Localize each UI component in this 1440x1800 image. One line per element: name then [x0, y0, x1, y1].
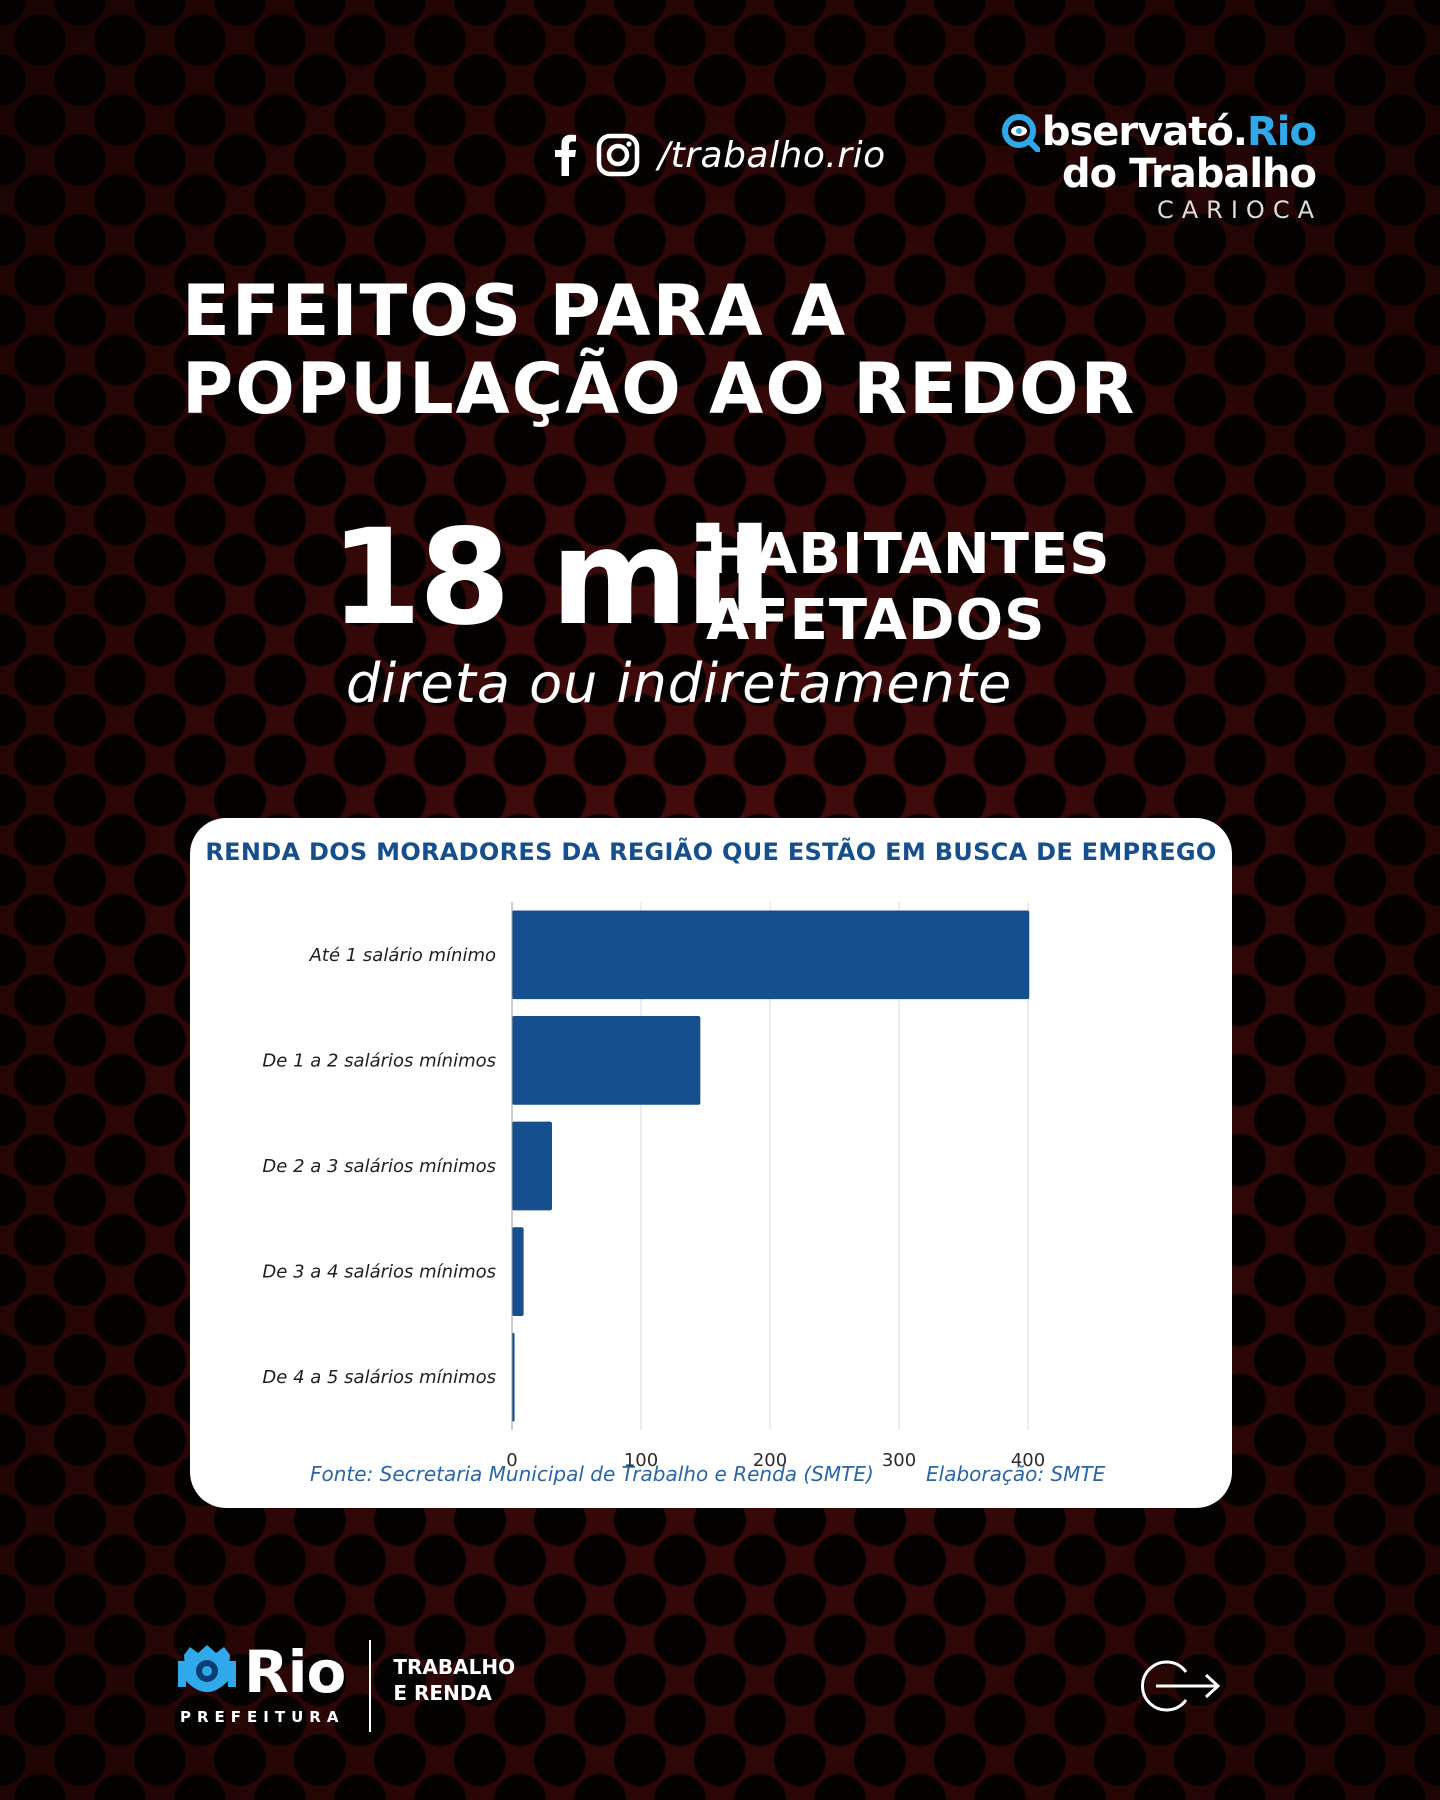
bar[interactable]	[512, 1332, 515, 1422]
x-tick-label: 100	[624, 1450, 658, 1471]
category-label: De 2 a 3 salários mínimos	[262, 1156, 496, 1177]
department-name: TRABALHO E RENDA	[393, 1654, 515, 1706]
logo-subtitle: PREFEITURA	[180, 1708, 345, 1726]
stat-label-line1: HABITANTES	[706, 522, 1111, 587]
facebook-icon[interactable]	[552, 134, 578, 176]
title-line2: POPULAÇÃO AO REDOR	[182, 348, 1137, 430]
observatorio-logo: bservató. Rio do Trabalho CARIOCA	[1000, 109, 1317, 224]
rio-logo: Rio PREFEITURA	[176, 1638, 346, 1726]
category-label: De 3 a 4 salários mínimos	[262, 1262, 496, 1283]
brand-name-rio: Rio	[1247, 109, 1317, 155]
brand-line2: do Trabalho	[1062, 151, 1317, 197]
brand-name-a: bservató.	[1041, 109, 1248, 155]
logo-word: Rio	[244, 1638, 346, 1706]
brand-line1: bservató. Rio	[1000, 109, 1317, 155]
category-label: Até 1 salário mínimo	[309, 945, 496, 966]
category-label: De 4 a 5 salários mínimos	[262, 1367, 496, 1388]
brand-line3: CARIOCA	[1157, 196, 1322, 224]
bar[interactable]	[512, 910, 1030, 1000]
x-tick-label: 300	[882, 1450, 916, 1471]
chart-source: Fonte: Secretaria Municipal de Trabalho …	[310, 1462, 874, 1486]
next-arrow-icon[interactable]	[1134, 1658, 1224, 1714]
x-tick-label: 200	[753, 1450, 787, 1471]
bar-chart: 0 100 200 300 400 Até 1 salário mínimo De 1 a …	[262, 902, 1045, 1471]
logo-divider	[369, 1640, 372, 1732]
category-label: De 1 a 2 salários mínimos	[262, 1050, 496, 1071]
x-tick-label: 400	[1011, 1450, 1045, 1471]
stat-label: HABITANTES AFETADOS	[706, 522, 1111, 654]
bar[interactable]	[512, 1016, 701, 1105]
social-handle-group: /trabalho.rio	[552, 130, 886, 180]
chart-title: RENDA DOS MORADORES DA REGIÃO QUE ESTÃO …	[205, 838, 1217, 866]
stat-label-line2: AFETADOS	[706, 588, 1046, 653]
chart-credit: Elaboração: SMTE	[926, 1462, 1106, 1486]
page-title: EFEITOS PARA A POPULAÇÃO AO REDOR	[182, 272, 1136, 428]
bar[interactable]	[512, 1227, 524, 1316]
instagram-icon[interactable]	[596, 133, 640, 177]
title-line1: EFEITOS PARA A	[182, 270, 848, 352]
magnifier-eye-icon	[1001, 114, 1040, 152]
chart-card: RENDA DOS MORADORES DA REGIÃO QUE ESTÃO …	[190, 818, 1232, 1508]
bar[interactable]	[512, 1121, 552, 1211]
stat-number: 18 mil	[330, 501, 773, 655]
department-line1: TRABALHO	[393, 1655, 516, 1679]
x-tick-label: 0	[506, 1450, 517, 1471]
city-crest-icon	[178, 1645, 236, 1692]
stat-subtitle: direta ou indiretamente	[346, 652, 1013, 715]
social-handle[interactable]: /trabalho.rio	[658, 134, 886, 176]
prefeitura-logo: Rio PREFEITURA TRABALHO E RENDA	[176, 1640, 515, 1732]
department-line2: E RENDA	[393, 1681, 492, 1705]
